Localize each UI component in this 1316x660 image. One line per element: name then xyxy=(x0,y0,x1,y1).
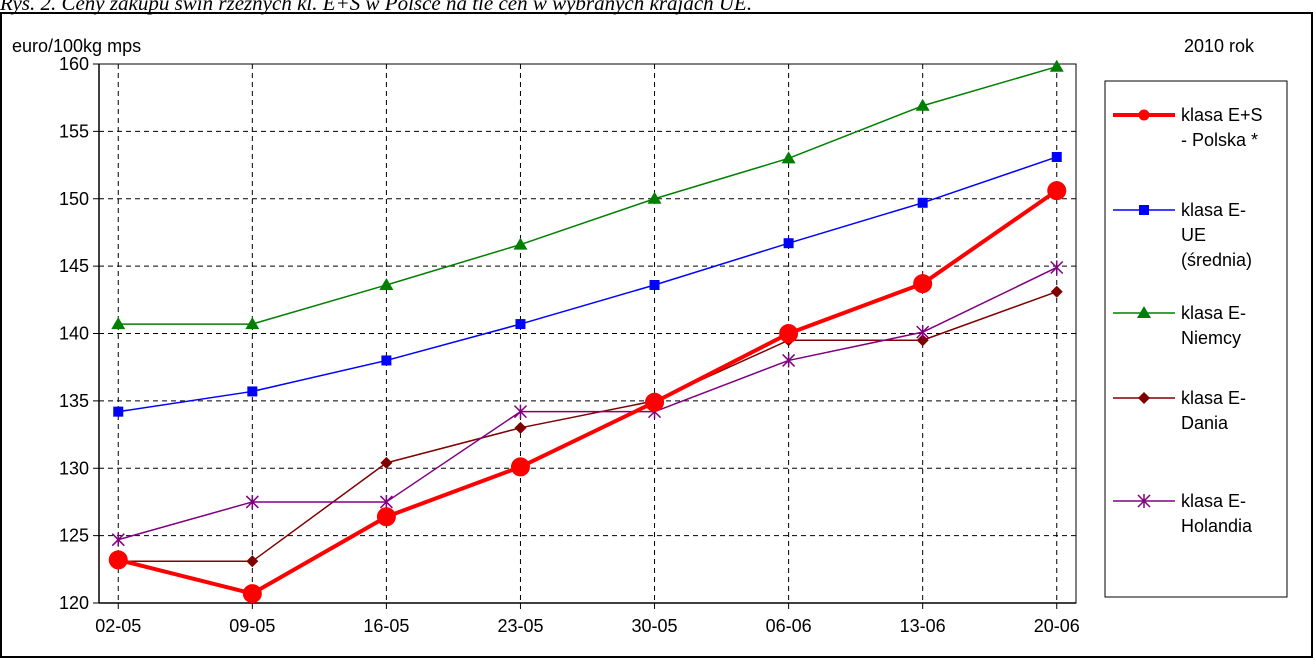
data-point xyxy=(915,98,930,111)
data-point xyxy=(1050,260,1064,275)
legend-swatch-marker xyxy=(1138,109,1150,121)
legend-label: klasa E- xyxy=(1181,388,1246,408)
legend-label: Niemcy xyxy=(1181,328,1241,348)
legend-label: Holandia xyxy=(1181,516,1253,536)
series-line xyxy=(118,291,1058,562)
data-point xyxy=(113,406,124,417)
data-point xyxy=(781,151,796,164)
legend-box xyxy=(1104,80,1288,598)
legend-label: UE xyxy=(1181,225,1206,245)
y-tick-label: 145 xyxy=(59,256,89,276)
series-layer xyxy=(108,59,1067,604)
y-tick-label: 120 xyxy=(59,593,89,613)
x-tick-label: 13-06 xyxy=(900,616,946,636)
y-axis-label: euro/100kg mps xyxy=(12,36,141,56)
legend-label: klasa E- xyxy=(1181,200,1246,220)
series-line xyxy=(118,266,1058,541)
y-tick-label: 155 xyxy=(59,121,89,141)
data-point xyxy=(647,191,662,204)
data-point xyxy=(111,532,125,547)
y-tick-label: 140 xyxy=(59,324,89,344)
data-point xyxy=(782,353,796,368)
legend-entry: klasa E- Niemcy xyxy=(1113,303,1246,348)
data-point xyxy=(513,404,527,419)
data-point xyxy=(510,457,530,477)
legend-entry: klasa E- Holandia xyxy=(1113,491,1253,536)
data-point xyxy=(779,324,799,343)
legend-label: (średnia) xyxy=(1181,250,1252,270)
data-point xyxy=(783,238,794,249)
data-point xyxy=(1047,181,1067,201)
figure-caption: Rys. 2. Ceny zakupu świń rzeźnych kl. E+… xyxy=(0,0,753,15)
data-point xyxy=(246,555,259,568)
y-tick-label: 160 xyxy=(59,54,89,74)
data-point xyxy=(247,386,258,397)
x-tick-label: 30-05 xyxy=(632,616,678,636)
data-point xyxy=(242,584,262,604)
data-point xyxy=(1051,151,1062,162)
data-point xyxy=(379,494,393,509)
data-point xyxy=(245,494,259,509)
x-tick-label: 20-06 xyxy=(1034,616,1080,636)
legend-label: klasa E- xyxy=(1181,491,1246,511)
data-point xyxy=(916,325,930,340)
legend-swatch-marker xyxy=(1137,494,1151,508)
data-point xyxy=(645,392,665,412)
year-label: 2010 rok xyxy=(1184,36,1255,56)
legend-label: Dania xyxy=(1181,413,1229,433)
series-2 xyxy=(111,59,1064,330)
data-point xyxy=(513,237,528,250)
legend: klasa E+S- Polska *klasa E-UE(średnia)kl… xyxy=(1104,80,1288,598)
x-tick-label: 06-06 xyxy=(766,616,812,636)
y-tick-label: 125 xyxy=(59,526,89,546)
data-point xyxy=(1049,59,1064,72)
series-line xyxy=(118,65,1057,325)
data-point xyxy=(111,317,126,330)
data-point xyxy=(380,456,393,469)
legend-swatch-marker xyxy=(1137,306,1151,318)
x-tick-label: 16-05 xyxy=(363,616,409,636)
data-point xyxy=(1050,285,1063,298)
data-point xyxy=(108,550,128,570)
legend-entry: klasa E- UE (średnia) xyxy=(1113,200,1252,270)
data-point xyxy=(514,421,527,434)
series-1 xyxy=(113,151,1062,417)
legend-label: klasa E+S xyxy=(1181,105,1263,125)
chart-frame: 120 125 130 135 140 145 150 155 160 02-05 09-05 16-… xyxy=(0,12,1313,658)
y-tick-label: 150 xyxy=(59,189,89,209)
series-4 xyxy=(111,260,1064,547)
axes: 120 125 130 135 140 145 150 155 160 02-05 09-05 16-… xyxy=(59,54,1080,636)
series-0 xyxy=(108,181,1067,604)
series-line xyxy=(117,189,1058,596)
legend-swatch-marker xyxy=(1139,205,1149,215)
data-point xyxy=(917,197,928,208)
data-point xyxy=(916,334,929,347)
legend-label: klasa E- xyxy=(1181,303,1246,323)
legend-label: - Polska * xyxy=(1181,130,1258,150)
x-tick-label: 23-05 xyxy=(497,616,543,636)
y-tick-label: 135 xyxy=(59,391,89,411)
data-point xyxy=(379,277,394,290)
gridlines xyxy=(99,63,1076,603)
x-tick-label: 02-05 xyxy=(95,616,141,636)
line-chart: 120 125 130 135 140 145 150 155 160 02-05 09-05 16-… xyxy=(12,36,1288,636)
data-point xyxy=(913,274,933,294)
legend-swatch-marker xyxy=(1138,392,1150,404)
y-tick-label: 130 xyxy=(59,458,89,478)
series-line xyxy=(118,156,1057,413)
data-point xyxy=(515,319,526,330)
legend-entry: klasa E- Dania xyxy=(1113,388,1246,433)
x-tick-label: 09-05 xyxy=(229,616,275,636)
data-point xyxy=(245,317,260,330)
legend-entry: klasa E+S - Polska * xyxy=(1113,105,1263,150)
data-point xyxy=(376,507,396,527)
data-point xyxy=(649,279,660,290)
data-point xyxy=(381,355,392,366)
